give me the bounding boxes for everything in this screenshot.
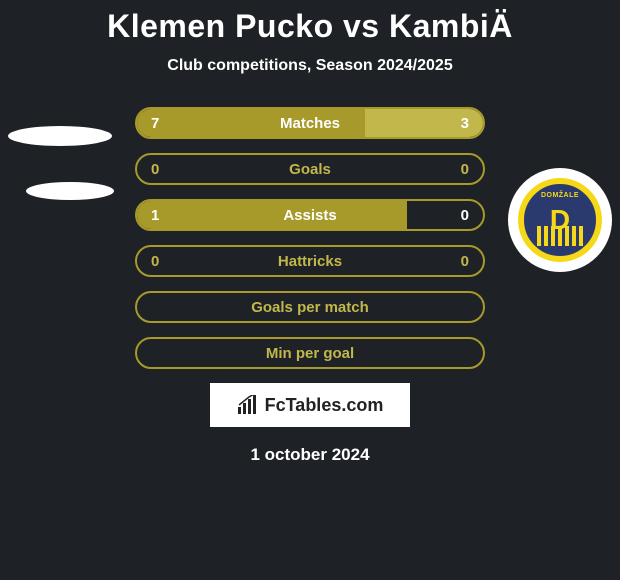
stat-row: Hattricks0 0 bbox=[135, 245, 485, 277]
stat-label: Goals bbox=[137, 161, 483, 178]
stat-value-right: 0 bbox=[461, 207, 469, 224]
stat-label: Goals per match bbox=[137, 299, 483, 316]
stat-value-left: 0 bbox=[151, 253, 159, 270]
stat-label: Hattricks bbox=[137, 253, 483, 270]
comparison-card: Klemen Pucko vs KambiÄ Club competitions… bbox=[0, 0, 620, 580]
stat-label: Assists bbox=[137, 207, 483, 224]
stats-list: Matches73Goals00Assists10Hattricks00Goal… bbox=[135, 107, 485, 369]
stat-value-right: 3 bbox=[461, 115, 469, 132]
stat-row: Matches7 3 bbox=[135, 107, 485, 139]
stat-value-right: 0 bbox=[461, 161, 469, 178]
stat-row: Min per goal bbox=[135, 337, 485, 369]
stat-value-left: 0 bbox=[151, 161, 159, 178]
date-label: 1 october 2024 bbox=[0, 445, 620, 465]
stat-row: Goals0 0 bbox=[135, 153, 485, 185]
placeholder-ellipse-2 bbox=[26, 182, 114, 200]
subtitle: Club competitions, Season 2024/2025 bbox=[0, 57, 620, 75]
logo-text: FcTables.com bbox=[265, 395, 384, 416]
page-title: Klemen Pucko vs KambiÄ bbox=[0, 8, 620, 45]
stat-value-left: 1 bbox=[151, 207, 159, 224]
crest-letter: D bbox=[550, 204, 570, 236]
stat-label: Min per goal bbox=[137, 345, 483, 362]
stat-row: Assists1 0 bbox=[135, 199, 485, 231]
fctables-logo[interactable]: FcTables.com bbox=[210, 383, 410, 427]
placeholder-ellipse-1 bbox=[8, 126, 112, 146]
crest-label-top: DOMŽALE bbox=[541, 192, 579, 199]
chart-icon bbox=[237, 395, 259, 415]
stat-value-right: 0 bbox=[461, 253, 469, 270]
stat-label: Matches bbox=[137, 115, 483, 132]
stat-value-left: 7 bbox=[151, 115, 159, 132]
team-crest-right: DOMŽALE D bbox=[508, 168, 612, 272]
stat-row: Goals per match bbox=[135, 291, 485, 323]
